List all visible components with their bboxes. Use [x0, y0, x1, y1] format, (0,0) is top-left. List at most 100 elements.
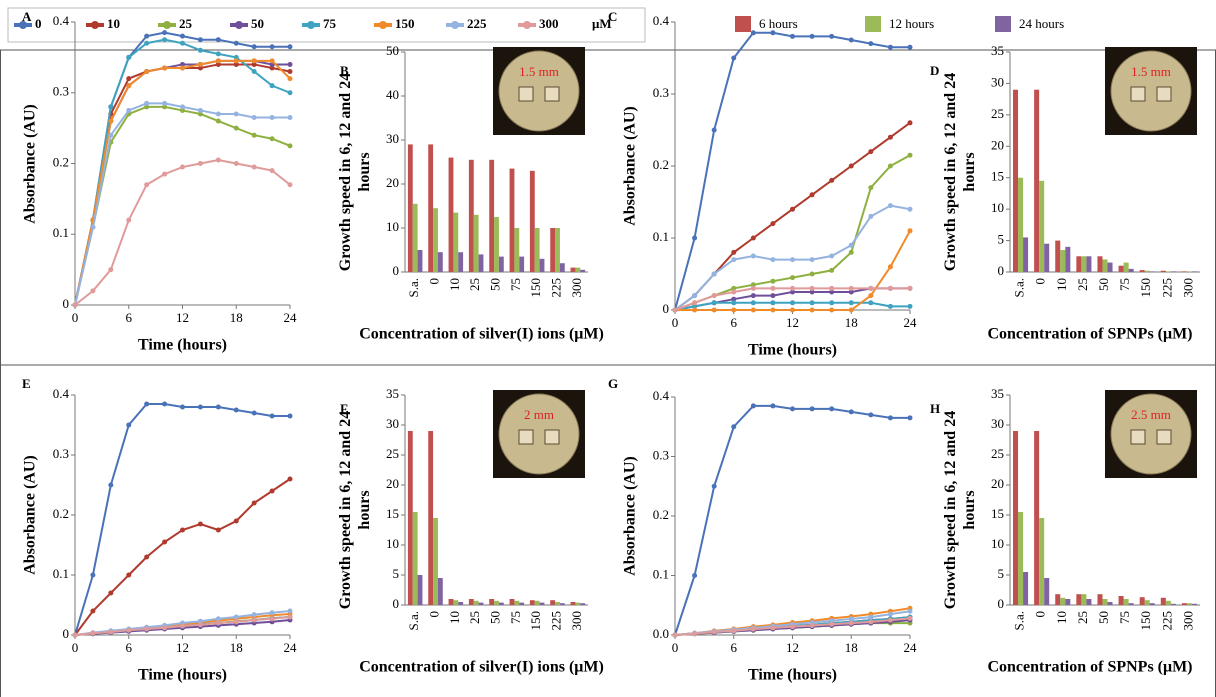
- x-tick-label: 25: [1075, 278, 1090, 291]
- point: [287, 44, 293, 50]
- point: [809, 285, 815, 291]
- bar: [498, 602, 504, 605]
- x-tick-label: 0: [672, 315, 679, 330]
- bar: [1013, 89, 1019, 272]
- bar: [433, 518, 438, 605]
- point: [180, 527, 185, 533]
- y-tick-label: 0: [393, 263, 400, 278]
- point: [829, 285, 835, 291]
- bar: [559, 263, 565, 272]
- point: [750, 253, 756, 259]
- point: [251, 69, 257, 75]
- point: [251, 164, 257, 170]
- y-tick-label: 0.1: [653, 566, 669, 581]
- point: [144, 100, 150, 106]
- inset-label: 2 mm: [524, 407, 554, 422]
- x-axis-title: Concentration of SPNPs (μM): [987, 325, 1193, 343]
- y-tick-label: 30: [386, 416, 399, 431]
- point: [90, 630, 96, 636]
- bar: [1081, 256, 1087, 272]
- point: [868, 285, 874, 291]
- point: [126, 422, 132, 428]
- bar: [1023, 572, 1029, 605]
- point: [711, 271, 717, 277]
- x-tick-label: 50: [1096, 611, 1111, 624]
- point: [162, 65, 168, 71]
- bar: [570, 602, 576, 605]
- point: [829, 253, 835, 259]
- bar: [473, 600, 479, 605]
- bar: [468, 599, 474, 605]
- point: [907, 285, 913, 291]
- point: [711, 629, 717, 635]
- point: [215, 61, 221, 67]
- point: [731, 628, 737, 634]
- y-tick-label: 0.3: [53, 84, 69, 99]
- point: [809, 257, 815, 263]
- y-tick-label: 0.3: [53, 446, 69, 461]
- y-axis-title: Growth speed in 6, 12 and 24 hours: [337, 410, 373, 610]
- legend-label: 10: [107, 16, 120, 31]
- bar: [453, 212, 459, 272]
- y-tick-label: 0.3: [653, 447, 669, 462]
- panel-label: H: [930, 401, 940, 416]
- bar: [1170, 271, 1176, 272]
- point: [269, 168, 275, 174]
- series-line: [675, 230, 911, 311]
- point: [848, 249, 854, 255]
- point: [269, 44, 275, 50]
- legend-label: 50: [251, 16, 264, 31]
- bar: [433, 208, 438, 272]
- point: [108, 482, 114, 488]
- legend-marker: [523, 21, 531, 29]
- bar: [1149, 271, 1155, 272]
- point: [770, 285, 776, 291]
- bar: [1081, 594, 1087, 605]
- point: [162, 30, 168, 36]
- point: [233, 61, 239, 67]
- point: [809, 271, 815, 277]
- point: [162, 37, 168, 43]
- point: [233, 125, 239, 131]
- bar: [1165, 600, 1171, 605]
- point: [809, 300, 815, 306]
- bar: [1107, 602, 1113, 605]
- x-tick-label: 10: [1054, 611, 1069, 624]
- point: [90, 608, 96, 614]
- bar: [1186, 271, 1192, 272]
- y-axis-title: Growth speed in 6, 12 and 24 hours: [337, 72, 373, 272]
- point: [180, 40, 185, 46]
- bar: [473, 214, 479, 272]
- legend-label: 25: [179, 16, 193, 31]
- x-tick-label: 300: [569, 278, 584, 298]
- point: [848, 616, 854, 622]
- bar: [534, 600, 540, 605]
- bar: [519, 602, 525, 605]
- x-tick-label: 12: [786, 640, 799, 655]
- point: [144, 104, 150, 110]
- x-axis-title: Concentration of SPNPs (μM): [987, 658, 1193, 676]
- bar: [468, 159, 474, 272]
- bar: [1181, 603, 1187, 605]
- point: [790, 257, 795, 263]
- point: [711, 300, 717, 306]
- bar: [1118, 265, 1124, 272]
- point: [711, 293, 717, 299]
- bar: [407, 144, 413, 272]
- y-axis-title: Growth speed in 6, 12 and 24 hours: [942, 72, 978, 272]
- bar: [417, 575, 423, 605]
- x-axis-title: Concentration of silver(I) ions (μM): [359, 658, 604, 676]
- x-tick-label: 0: [672, 640, 679, 655]
- y-axis-title: Absorbance (AU): [621, 456, 639, 576]
- point: [287, 608, 293, 614]
- point: [907, 228, 913, 234]
- series-line: [674, 404, 910, 636]
- point: [731, 296, 737, 302]
- point: [90, 288, 96, 294]
- point: [197, 111, 203, 117]
- bar: [448, 599, 454, 605]
- inset-dish: [498, 393, 580, 475]
- point: [750, 307, 756, 313]
- y-tick-label: 35: [991, 386, 1004, 401]
- series-line: [674, 31, 910, 311]
